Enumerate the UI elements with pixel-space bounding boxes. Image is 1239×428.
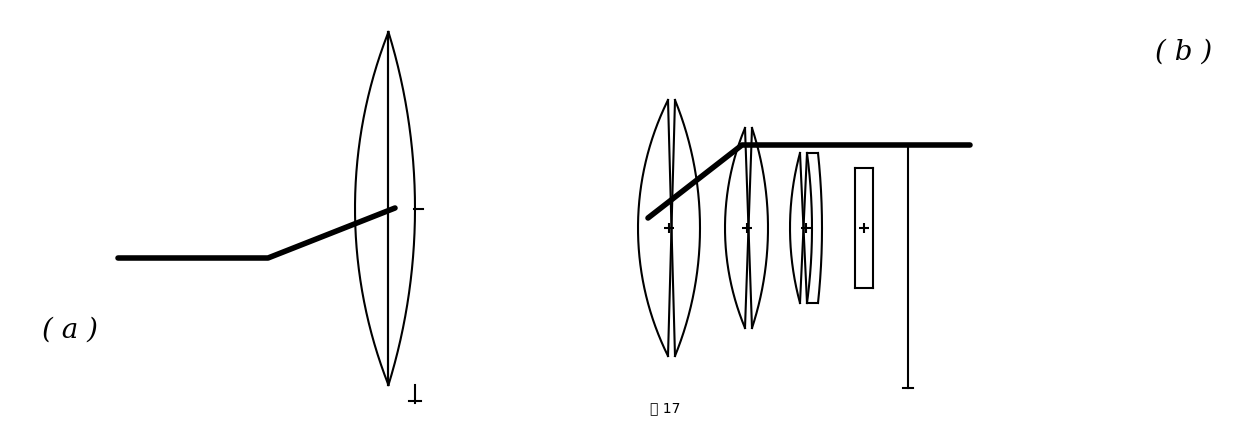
Text: ( a ): ( a ) [42,316,98,344]
Text: 图 17: 图 17 [650,401,680,415]
Text: ( b ): ( b ) [1155,39,1212,65]
